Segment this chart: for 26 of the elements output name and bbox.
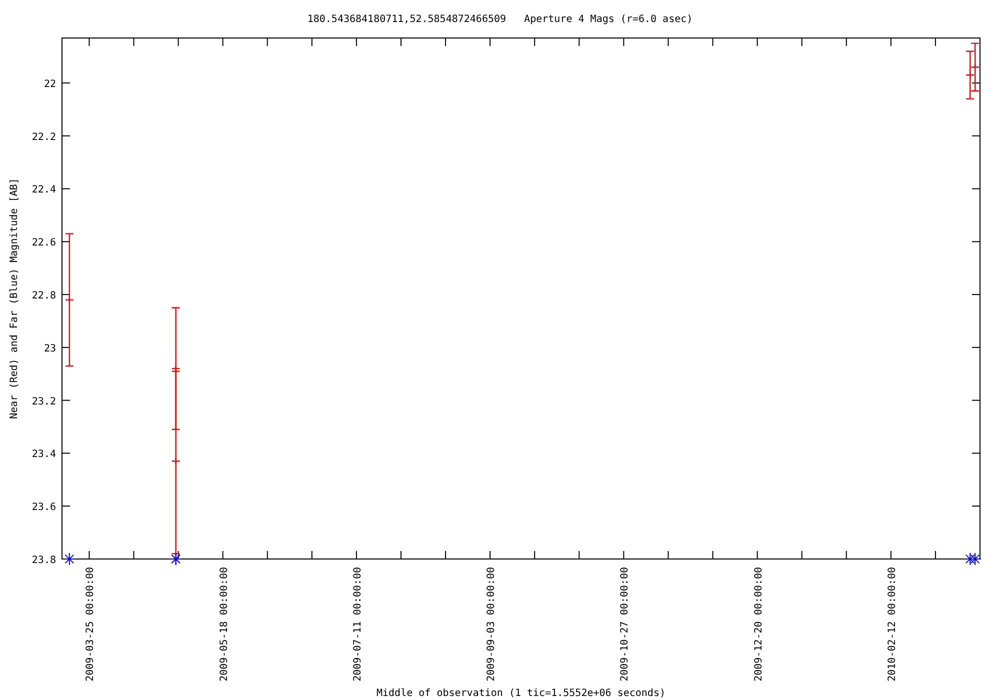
y-tick-label: 22.2 (32, 132, 56, 143)
point (970, 63, 980, 71)
y-tick-label: 23.4 (32, 449, 56, 460)
y-tick-label: 22 (44, 78, 56, 90)
point (966, 71, 975, 79)
x-tick-label: 2009-09-03 00:00:00 (486, 567, 498, 682)
x-tick-label: 2009-12-20 00:00:00 (753, 567, 764, 682)
point (171, 458, 180, 465)
y-tick-label: 22.4 (32, 184, 56, 196)
x-tick-label: 2009-10-27 00:00:00 (620, 567, 631, 682)
y-tick-label: 23.6 (32, 502, 56, 514)
x-tick-label: 2009-05-18 00:00:00 (218, 567, 230, 682)
x-tick-label: 2009-07-11 00:00:00 (352, 567, 364, 682)
y-tick-label: 23.2 (32, 396, 56, 408)
x-axis-title: Middle of observation (1 tic=1.5552e+06 seconds) (376, 688, 666, 699)
y-tick-label: 23.8 (32, 555, 56, 566)
y-tick-label: 23 (44, 343, 56, 354)
point (62, 552, 76, 566)
point (64, 296, 74, 304)
chart-title: 180.543684180711,52.5854872466509 Aperture 4 Mags (r=6.0 asec) (307, 14, 693, 25)
x-tick-label: 2010-02-12 00:00:00 (886, 567, 898, 682)
y-axis-title: Near (Red) and Far (Blue) Magnitude [AB] (9, 178, 20, 419)
y-tick-label: 22.6 (32, 238, 56, 249)
x-tick-label: 2009-03-25 00:00:00 (85, 567, 96, 682)
y-tick-label: 22.8 (32, 290, 56, 302)
point (968, 552, 982, 566)
